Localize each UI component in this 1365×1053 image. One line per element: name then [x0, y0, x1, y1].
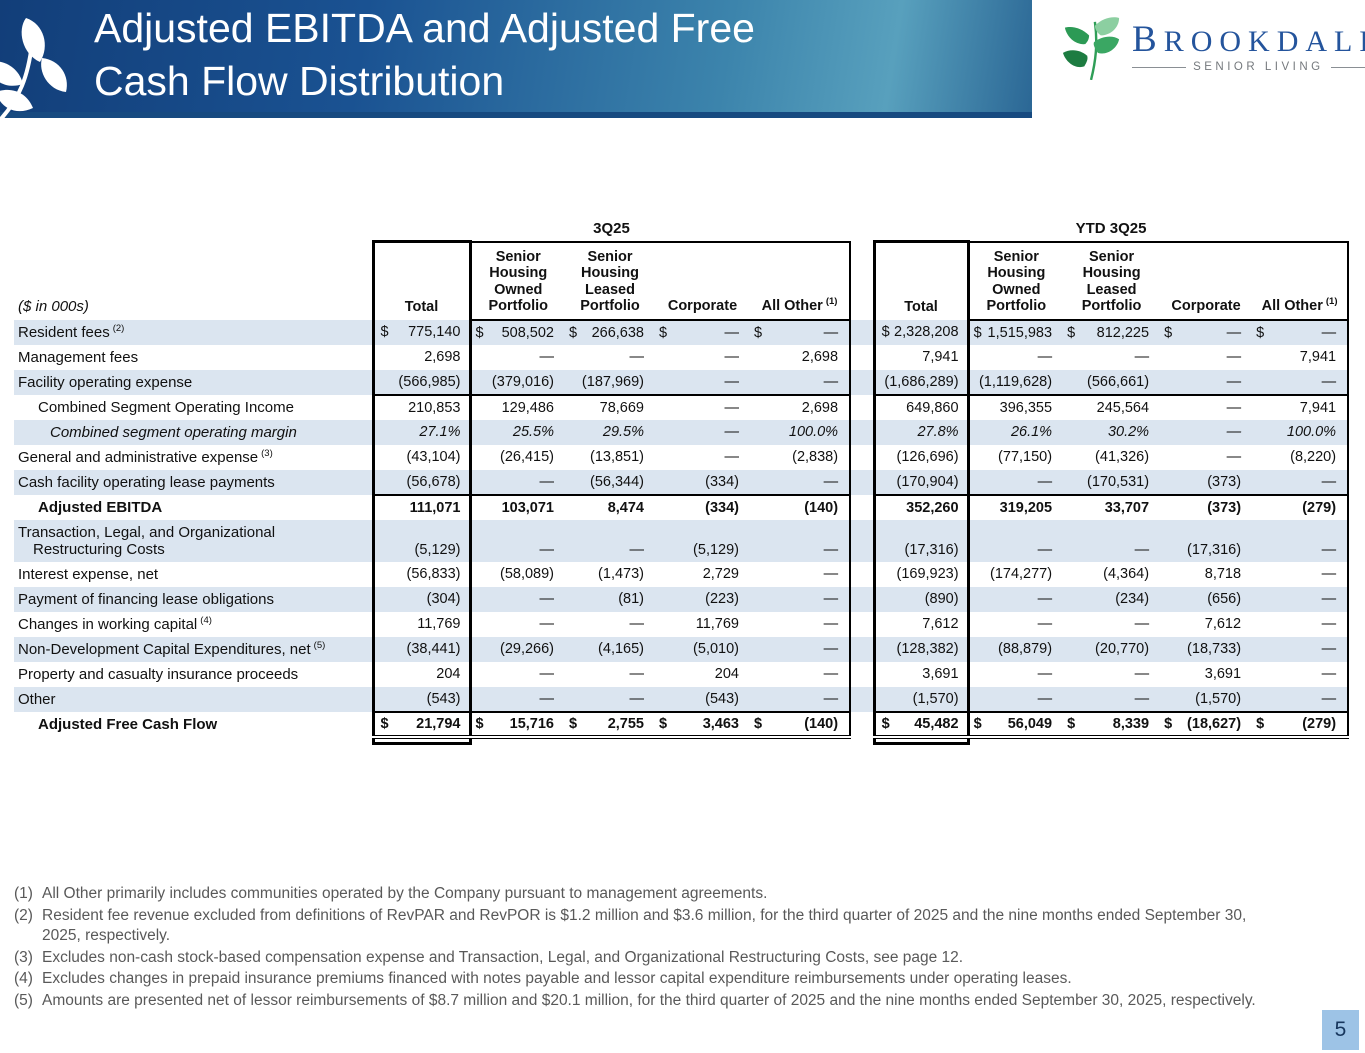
page-title: Adjusted EBITDA and Adjusted Free Cash F…: [94, 2, 755, 108]
column-header-row: ($ in 000s) Total Senior Housing Owned P…: [14, 240, 1350, 321]
brookdale-tagline: SENIOR LIVING: [1132, 61, 1365, 73]
leaf-icon: [0, 18, 67, 118]
units-label: ($ in 000s): [18, 298, 89, 315]
table-row-adjusted-ebitda: Adjusted EBITDA 111,071 103,071 8,474 (3…: [14, 493, 1350, 520]
brookdale-logo: BROOKDALE SENIOR LIVING: [1062, 16, 1365, 80]
table-row-resident-fees: Resident fees (2) $775,140 $508,502 $266,…: [14, 319, 1350, 345]
table-row-changes-in-working-capital: Changes in working capital (4) 11,769 — —…: [14, 611, 1350, 637]
footnotes: (1) All Other primarily includes communit…: [14, 884, 1354, 1012]
period-header-row: 3Q25 YTD 3Q25: [14, 216, 1348, 242]
brookdale-wordmark: BROOKDALE: [1132, 19, 1365, 60]
table-row-management-fees: Management fees 2,698 — — — 2,698 7,941 …: [14, 344, 1350, 370]
column-header-leased-3q25: Senior Housing Leased Portfolio: [565, 240, 655, 321]
column-header-corporate-ytd: Corporate: [1160, 240, 1253, 321]
table-row-other: Other (543) — — (543) — (1,570) — — (1,5…: [14, 686, 1350, 712]
table-row-combined-segment-operating-income: Combined Segment Operating Income 210,85…: [14, 393, 1350, 420]
period-label-3q25: 3Q25: [593, 219, 630, 237]
table-row-general-administrative-expense: General and administrative expense (3) (4…: [14, 444, 1350, 470]
column-header-leased-ytd: Senior Housing Leased Portfolio: [1063, 240, 1161, 321]
tagline-rule-right: [1330, 66, 1365, 68]
footnote: (5) Amounts are presented net of lessor r…: [14, 991, 1256, 1009]
total-box-end-row: [14, 736, 1348, 745]
period-label-ytd-3q25: YTD 3Q25: [1075, 219, 1147, 237]
table-row-combined-segment-operating-margin: Combined segment operating margin 27.1% …: [14, 419, 1350, 445]
brookdale-leaf-icon: [1062, 17, 1120, 80]
table-row-property-casualty-insurance-proceeds: Property and casualty insurance proceeds…: [14, 661, 1350, 687]
table-row-payment-financing-lease-obligations: Payment of financing lease obligations (…: [14, 586, 1350, 612]
table-row-adjusted-free-cash-flow: Adjusted Free Cash Flow $21,794 $15,716 …: [14, 710, 1350, 739]
footnote: (1) All Other primarily includes communit…: [14, 885, 768, 902]
table-row-transaction-legal-restructuring-costs: Transaction, Legal, and Organizational Re…: [14, 519, 1350, 562]
column-header-total-3q25: Total: [371, 240, 472, 320]
column-header-corporate-3q25: Corporate: [655, 240, 750, 321]
table-row-interest-expense-net: Interest expense, net (56,833) (58,089) …: [14, 561, 1350, 587]
tagline-rule-left: [1132, 66, 1187, 68]
column-header-owned-3q25: Senior Housing Owned Portfolio: [470, 240, 565, 321]
financial-table-wrap: 3Q25 YTD 3Q25 ($ in 000s) Total Senior H…: [14, 216, 1350, 745]
table-row-cash-facility-operating-lease-payments: Cash facility operating lease payments (…: [14, 469, 1350, 495]
footnote: (2) Resident fee revenue excluded from de…: [14, 906, 1247, 945]
footnote: (4) Excludes changes in prepaid insurance…: [14, 970, 1072, 987]
column-header-all-other-3q25: All Other (1): [750, 240, 852, 321]
adjusted-ebitda-table: 3Q25 YTD 3Q25 ($ in 000s) Total Senior H…: [14, 216, 1350, 745]
table-row-facility-operating-expense: Facility operating expense (566,985) (37…: [14, 369, 1350, 395]
column-header-total-ytd: Total: [872, 240, 970, 320]
page-title-line2: Cash Flow Distribution: [94, 58, 505, 104]
page-title-line1: Adjusted EBITDA and Adjusted Free: [94, 5, 755, 51]
column-header-all-other-ytd: All Other (1): [1252, 240, 1350, 321]
page-number-badge: 5: [1322, 1010, 1359, 1050]
row-label: Resident fees (2): [14, 319, 373, 345]
footnote: (3) Excludes non-cash stock-based compens…: [14, 948, 964, 966]
column-header-owned-ytd: Senior Housing Owned Portfolio: [968, 240, 1064, 321]
title-banner: Adjusted EBITDA and Adjusted Free Cash F…: [0, 0, 1032, 118]
table-row-non-development-capital-expenditures: Non-Development Capital Expenditures, ne…: [14, 636, 1350, 662]
